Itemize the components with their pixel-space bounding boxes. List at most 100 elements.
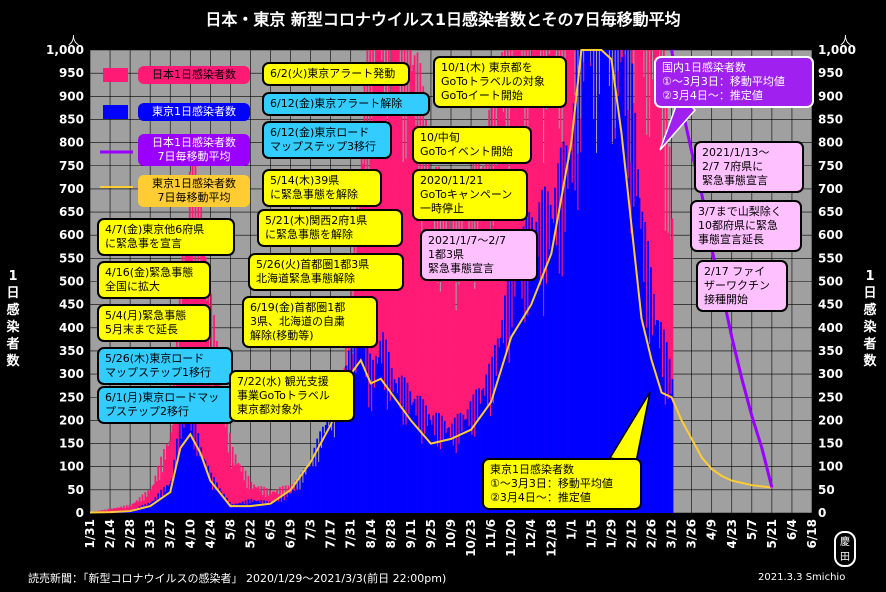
daily-bar xyxy=(326,418,329,513)
daily-bar xyxy=(471,278,473,513)
daily-bar xyxy=(442,440,445,513)
daily-bar xyxy=(178,419,181,513)
y-tick-right: 750 xyxy=(818,159,843,173)
daily-bar xyxy=(565,145,568,513)
daily-bar xyxy=(597,50,599,513)
daily-bar xyxy=(501,320,503,513)
daily-bar xyxy=(157,493,160,513)
daily-bar xyxy=(495,375,498,513)
daily-bar xyxy=(413,398,416,513)
daily-bar xyxy=(498,106,501,514)
daily-bar xyxy=(471,434,473,513)
daily-bar xyxy=(369,353,372,513)
daily-bar xyxy=(226,413,228,513)
legend-japan-daily: 日本1日感染者数 xyxy=(138,66,250,84)
daily-bar xyxy=(611,144,614,514)
x-tick-label: 3/26 xyxy=(685,519,699,548)
daily-bar xyxy=(294,483,297,513)
daily-bar xyxy=(289,493,291,513)
swatch-tokyo-daily xyxy=(103,105,128,119)
x-tick-label: 4/9 xyxy=(705,519,719,540)
daily-bar xyxy=(274,501,277,513)
daily-bar xyxy=(167,446,170,513)
daily-bar xyxy=(207,465,210,513)
daily-bar xyxy=(160,489,162,513)
daily-bar xyxy=(652,294,655,513)
note-step2: 6/1(月)東京ロードマッ プステップ2移行 xyxy=(97,386,235,424)
daily-bar xyxy=(568,159,571,514)
daily-bar xyxy=(145,496,148,513)
daily-bar xyxy=(254,501,257,513)
y-tick-right: 850 xyxy=(818,112,843,126)
daily-bar xyxy=(360,319,363,513)
daily-bar xyxy=(260,486,263,513)
daily-bar xyxy=(439,449,442,513)
credit: 2021.3.3 Smichio xyxy=(758,572,846,583)
daily-bar xyxy=(515,265,518,513)
daily-bar xyxy=(449,437,452,513)
daily-bar xyxy=(168,484,171,513)
daily-bar xyxy=(650,267,652,513)
daily-bar xyxy=(402,162,405,514)
note-vaccine: 2/17 ファイ ザーワクチン 接種開始 xyxy=(696,260,788,312)
daily-bar xyxy=(551,218,554,513)
daily-bar xyxy=(203,458,205,513)
daily-bar xyxy=(190,430,193,513)
x-tick-label: 3/13 xyxy=(143,519,157,548)
daily-bar xyxy=(397,377,400,513)
daily-bar xyxy=(184,415,187,513)
daily-bar xyxy=(465,419,468,513)
daily-bar xyxy=(227,452,230,513)
y-tick-right: 700 xyxy=(818,182,843,196)
x-tick-label: 4/10 xyxy=(183,519,197,548)
daily-bar xyxy=(236,464,238,513)
daily-bar xyxy=(502,343,505,513)
daily-bar xyxy=(267,504,270,513)
daily-bar xyxy=(170,432,172,513)
daily-bar xyxy=(610,50,612,513)
daily-bar xyxy=(469,174,472,513)
daily-bar xyxy=(422,399,425,513)
tokyo-daily-series xyxy=(90,50,674,514)
daily-bar xyxy=(167,486,170,513)
daily-bar xyxy=(389,400,392,513)
daily-bar xyxy=(382,332,384,513)
daily-bar xyxy=(218,488,221,513)
daily-bar xyxy=(271,501,274,513)
daily-bar xyxy=(317,462,320,513)
daily-bar xyxy=(299,489,301,513)
daily-bar xyxy=(197,178,200,514)
daily-bar xyxy=(440,175,443,513)
y-tick-left: 600 xyxy=(59,228,84,242)
daily-bar xyxy=(336,421,339,513)
daily-bar xyxy=(640,228,642,514)
daily-bar xyxy=(118,507,121,513)
daily-bar xyxy=(481,390,483,513)
daily-bar xyxy=(440,415,443,513)
y-tick-left: 200 xyxy=(59,413,84,427)
y-tick-left: 800 xyxy=(59,136,84,150)
daily-bar xyxy=(655,50,658,513)
daily-bar xyxy=(648,137,651,513)
x-tick-label: 9/11 xyxy=(404,519,418,548)
daily-bar xyxy=(594,50,596,513)
note-kansai: 5/21(木)関西2府1県 に緊急事態を解除 xyxy=(257,209,403,247)
daily-bar xyxy=(346,389,349,513)
daily-bar xyxy=(462,199,465,513)
daily-bar xyxy=(151,501,154,513)
daily-bar xyxy=(412,402,415,513)
daily-bar xyxy=(263,500,266,513)
daily-bar xyxy=(608,85,611,513)
daily-bar xyxy=(171,477,174,513)
daily-bar xyxy=(658,348,661,513)
y-tick-left: 50 xyxy=(67,483,84,497)
daily-bar xyxy=(663,50,665,513)
x-tick-label: 1/31 xyxy=(83,519,97,548)
x-tick-label: 7/3 xyxy=(304,519,318,540)
daily-bar xyxy=(448,213,450,514)
daily-bar xyxy=(160,456,162,513)
daily-bar xyxy=(529,280,532,513)
daily-bar xyxy=(257,486,260,513)
daily-bar xyxy=(408,413,410,513)
x-tick-label: 4/24 xyxy=(203,519,217,548)
